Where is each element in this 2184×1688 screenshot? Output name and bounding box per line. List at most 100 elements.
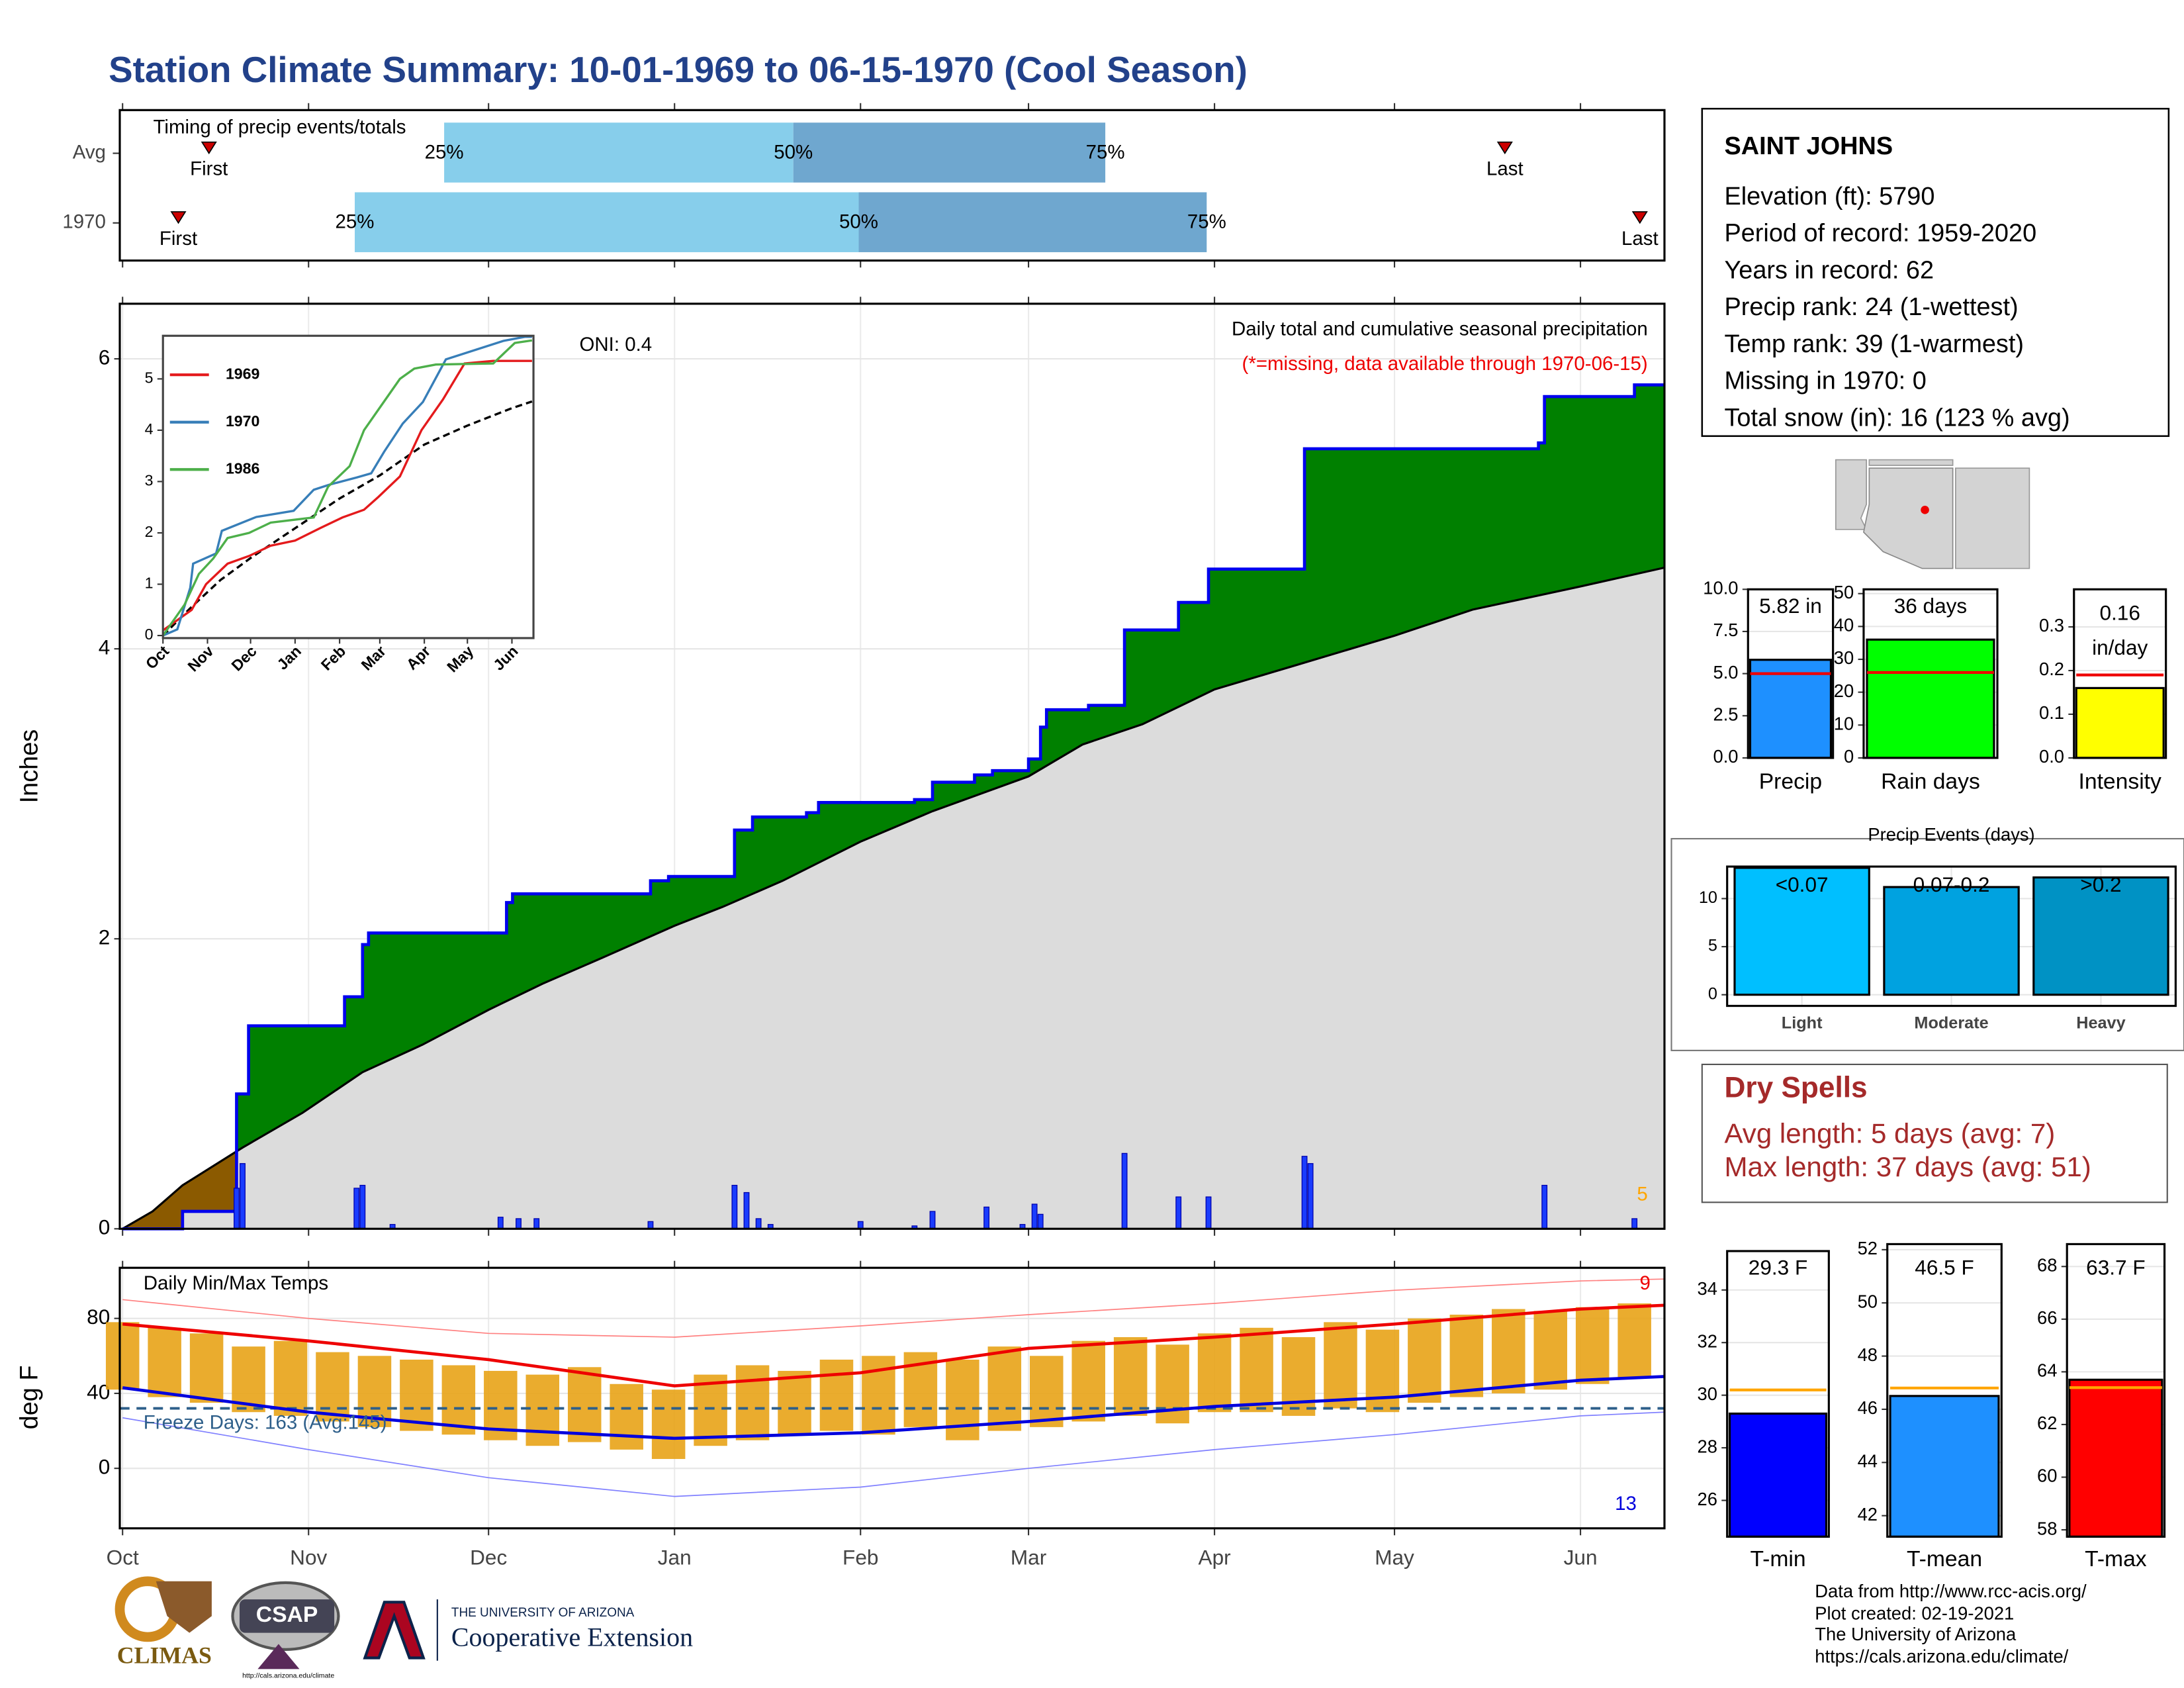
- timing-bar: [444, 122, 794, 183]
- y-tick-label: 68: [2037, 1254, 2057, 1275]
- category-label: Intensity: [2079, 770, 2162, 794]
- value-label: 46.5 F: [1915, 1256, 1974, 1280]
- y-tick-label: 0: [1708, 984, 1717, 1003]
- value-label: 29.3 F: [1749, 1256, 1807, 1280]
- bar-label: >0.2: [2080, 872, 2121, 896]
- record-high-count: 9: [1640, 1272, 1651, 1294]
- logo-text: CSAP: [256, 1603, 318, 1627]
- y-tick-label: 20: [1834, 680, 1854, 701]
- y-tick-label: 0: [99, 1455, 111, 1479]
- daily-temp-bar: [232, 1346, 265, 1413]
- ua-logo: THE UNIVERSITY OF ARIZONA Cooperative Ex…: [363, 1599, 693, 1661]
- daily-temp-bar: [189, 1333, 224, 1403]
- daily-temp-bar: [987, 1346, 1022, 1431]
- y-tick-label: 52: [1858, 1238, 1878, 1258]
- y-tick-label: 48: [1858, 1344, 1878, 1365]
- footer-line: The University of Arizona: [1815, 1624, 2017, 1644]
- y-tick-label: 3: [145, 472, 154, 489]
- csap-logo: CSAP http://cals.arizona.edu/climate: [231, 1581, 340, 1680]
- daily-temp-bar: [1533, 1311, 1568, 1390]
- y-tick-label: 28: [1698, 1436, 1717, 1456]
- y-tick-label: 66: [2037, 1307, 2057, 1328]
- x-tick-label: May: [1375, 1545, 1414, 1569]
- daily-temp-bar: [1575, 1307, 1610, 1384]
- station-info: Total snow (in): 16 (123 % avg): [1724, 404, 2070, 432]
- event-label: First: [159, 228, 197, 250]
- daily-precip-bar: [353, 1188, 360, 1229]
- y-tick-label: 30: [1834, 647, 1854, 668]
- y-tick-label: 46: [1858, 1397, 1878, 1418]
- unit-label: in/day: [2092, 635, 2148, 659]
- category-label: Precip: [1759, 770, 1822, 794]
- x-tick-label: Oct: [107, 1545, 139, 1569]
- y-tick-label: 5: [1708, 937, 1717, 955]
- y-tick-label: 7.5: [1713, 620, 1739, 640]
- y-tick-label: 10.0: [1703, 577, 1738, 598]
- panel-frame: [1726, 865, 2177, 1008]
- value-label: 0.16: [2099, 601, 2140, 625]
- y-tick-label: 6: [99, 345, 111, 369]
- bar: [1733, 867, 1870, 996]
- station-info: Period of record: 1959-2020: [1724, 220, 2036, 248]
- value-label: 36 days: [1894, 594, 1968, 618]
- y-tick-label: 32: [1698, 1331, 1717, 1351]
- y-tick-label: 2.5: [1713, 704, 1739, 724]
- row-label: Avg: [73, 141, 106, 163]
- logo-shape: [363, 1601, 426, 1660]
- daily-temp-bar: [610, 1383, 643, 1450]
- daily-temp-bar: [1030, 1356, 1064, 1427]
- bar: [1889, 1395, 2000, 1538]
- event-label: Last: [1621, 228, 1659, 250]
- daily-temp-bar: [819, 1359, 854, 1431]
- bar: [2032, 876, 2169, 996]
- daily-precip-bar: [1205, 1196, 1212, 1229]
- timing-bar: [858, 192, 1207, 252]
- category-label: T-max: [2085, 1547, 2147, 1571]
- event-marker: [170, 211, 187, 224]
- panel-frame: [2066, 1243, 2166, 1538]
- y-tick-label: 26: [1698, 1489, 1717, 1509]
- map-state: [1868, 459, 1954, 466]
- daily-temp-bar: [778, 1370, 811, 1435]
- y-tick-label: 62: [2037, 1413, 2057, 1433]
- y-axis-title: Inches: [15, 729, 43, 804]
- x-tick-label: Dec: [470, 1545, 507, 1569]
- quartile-label: 25%: [336, 211, 375, 233]
- average-line: [162, 400, 533, 637]
- daily-precip-bar: [1031, 1203, 1038, 1229]
- daily-precip-bar: [1037, 1213, 1044, 1229]
- logo-text: THE UNIVERSITY OF ARIZONA: [451, 1606, 635, 1620]
- logo-text: Cooperative Extension: [451, 1622, 693, 1652]
- bar: [2068, 1378, 2163, 1538]
- timing-bar: [355, 192, 859, 252]
- daily-temp-bar: [105, 1322, 140, 1390]
- x-tick-label: Apr: [1199, 1545, 1231, 1569]
- chart-subtitle: Daily total and cumulative seasonal prec…: [1232, 318, 1648, 340]
- daily-temp-bar: [1449, 1315, 1484, 1397]
- daily-precip-bar: [647, 1221, 654, 1229]
- logo-shape: [239, 1599, 335, 1633]
- x-tick-label: Feb: [842, 1545, 878, 1569]
- panel-frame: [118, 303, 1666, 1230]
- daily-temp-bar: [525, 1374, 560, 1446]
- bar: [1749, 659, 1833, 759]
- quartile-label: 75%: [1187, 211, 1226, 233]
- daily-temp-bar: [1324, 1322, 1357, 1409]
- map-state: [1863, 467, 1954, 569]
- logo-shape: [156, 1581, 212, 1633]
- dry-spells-line: Avg length: 5 days (avg: 7): [1724, 1117, 2055, 1149]
- event-label: Last: [1486, 158, 1524, 180]
- y-tick-label: 34: [1698, 1278, 1717, 1299]
- daily-temp-bar: [1240, 1327, 1273, 1413]
- daily-precip-bar: [1301, 1156, 1308, 1229]
- y-tick-label: 60: [2037, 1466, 2057, 1486]
- y-tick-label: 40: [1834, 615, 1854, 635]
- observed-line: [122, 383, 1664, 1231]
- y-tick-label: 50: [1858, 1291, 1878, 1311]
- locator-map: [1835, 459, 2030, 571]
- panel-title: Precip Events (days): [1868, 824, 2034, 845]
- y-tick-label: 0.3: [2039, 615, 2064, 635]
- value-label: 63.7 F: [2086, 1256, 2145, 1280]
- average-area: [122, 567, 1664, 1229]
